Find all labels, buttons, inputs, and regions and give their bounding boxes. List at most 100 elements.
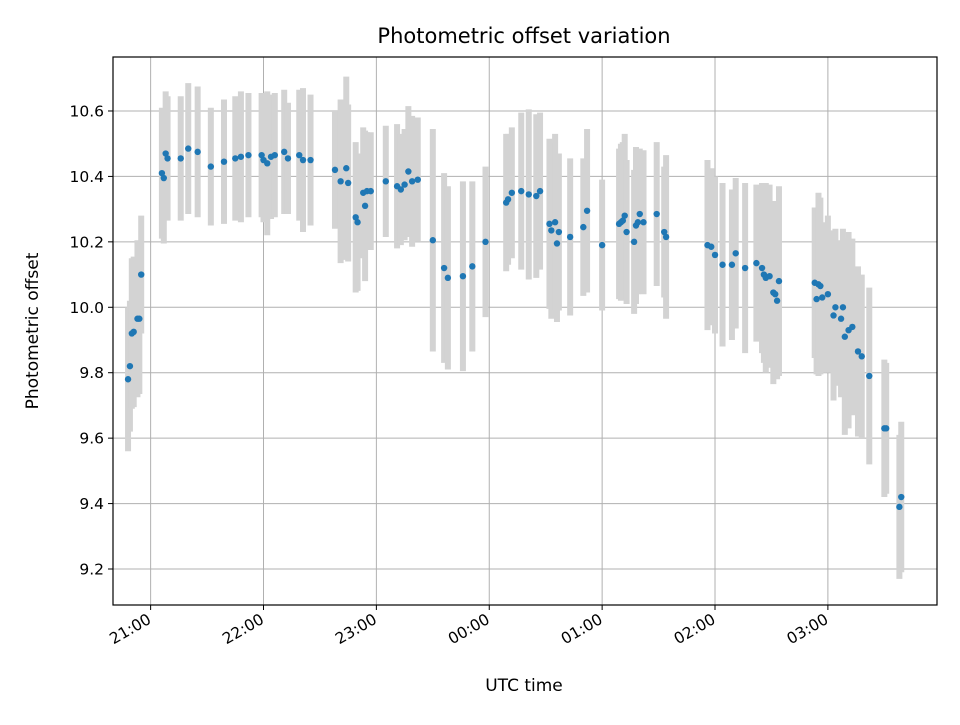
data-point xyxy=(566,233,574,241)
data-point xyxy=(839,304,847,311)
data-point xyxy=(773,297,781,304)
data-point xyxy=(382,178,389,185)
data-point xyxy=(546,220,553,228)
data-point xyxy=(162,150,169,157)
data-point xyxy=(482,238,489,246)
data-point xyxy=(444,274,452,282)
y-tick-label: 10.4 xyxy=(69,168,104,186)
data-point xyxy=(866,372,873,380)
plot-frame xyxy=(112,56,938,606)
data-point xyxy=(580,223,587,231)
data-point xyxy=(158,169,166,177)
data-point xyxy=(258,151,265,159)
data-point xyxy=(361,202,369,210)
data-point xyxy=(583,207,591,214)
data-point xyxy=(775,277,783,285)
data-point xyxy=(772,290,779,298)
grid-layer xyxy=(113,57,937,605)
data-point xyxy=(708,243,715,250)
data-point xyxy=(185,145,192,152)
data-point xyxy=(636,210,643,218)
data-point xyxy=(164,155,171,162)
data-point xyxy=(354,219,361,226)
y-tick-label: 9.2 xyxy=(79,561,104,579)
data-point xyxy=(177,155,184,162)
data-point xyxy=(883,425,890,432)
data-point xyxy=(397,186,405,193)
y-axis-label: Photometric offset xyxy=(23,252,43,409)
data-point xyxy=(296,151,303,159)
data-point xyxy=(284,155,292,162)
data-point xyxy=(220,158,228,165)
data-point xyxy=(858,353,865,360)
data-point xyxy=(344,179,352,187)
y-tick-label: 9.6 xyxy=(79,430,104,448)
data-point xyxy=(640,219,647,226)
data-point xyxy=(653,210,660,218)
data-point xyxy=(661,228,668,236)
data-point xyxy=(623,228,630,236)
data-point xyxy=(194,148,201,156)
data-point xyxy=(753,259,760,267)
data-point xyxy=(732,250,739,257)
data-point xyxy=(824,290,832,298)
data-point xyxy=(440,264,448,272)
data-point xyxy=(898,493,905,501)
data-point xyxy=(459,273,467,280)
data-point xyxy=(408,178,416,185)
data-point xyxy=(508,189,516,196)
data-point xyxy=(367,187,374,195)
data-point xyxy=(352,214,359,221)
y-tick-label: 10.6 xyxy=(69,102,104,120)
data-point xyxy=(138,271,145,278)
data-point xyxy=(331,166,339,174)
data-point xyxy=(832,304,839,311)
data-point xyxy=(896,503,903,511)
y-tick-label: 10.2 xyxy=(69,233,104,251)
data-point xyxy=(841,333,849,340)
data-point xyxy=(719,261,726,268)
data-point xyxy=(536,187,544,195)
data-point xyxy=(741,264,749,272)
data-point xyxy=(401,181,408,188)
data-point xyxy=(271,151,278,159)
y-tick-label: 10.0 xyxy=(69,299,104,317)
data-point xyxy=(160,174,167,182)
data-point xyxy=(662,233,670,241)
data-point xyxy=(264,160,271,167)
data-point xyxy=(766,273,773,280)
data-point xyxy=(813,295,820,303)
data-point xyxy=(630,238,638,246)
point-layer xyxy=(124,145,905,511)
data-point xyxy=(124,376,132,383)
data-point xyxy=(414,176,421,183)
data-point xyxy=(758,264,766,272)
data-point xyxy=(405,168,412,175)
data-point xyxy=(525,191,532,198)
data-point xyxy=(553,240,561,247)
data-point xyxy=(136,315,143,322)
data-point xyxy=(429,237,437,244)
data-point xyxy=(469,263,476,270)
y-tick-label: 9.8 xyxy=(79,364,104,382)
data-point xyxy=(551,219,559,226)
data-point xyxy=(337,178,344,185)
x-axis-label: UTC time xyxy=(485,676,563,696)
data-point xyxy=(830,312,837,319)
data-point xyxy=(518,187,525,195)
data-point xyxy=(728,261,736,268)
data-point xyxy=(817,282,824,290)
data-point xyxy=(533,192,540,200)
data-point xyxy=(555,228,563,236)
data-point xyxy=(819,294,826,301)
data-point xyxy=(245,151,252,159)
data-point xyxy=(711,251,719,259)
data-point xyxy=(237,153,245,160)
data-point xyxy=(504,196,512,203)
data-point xyxy=(280,148,288,156)
data-point xyxy=(619,217,627,224)
data-point xyxy=(343,165,350,172)
data-point xyxy=(130,328,137,336)
data-point xyxy=(634,219,642,226)
